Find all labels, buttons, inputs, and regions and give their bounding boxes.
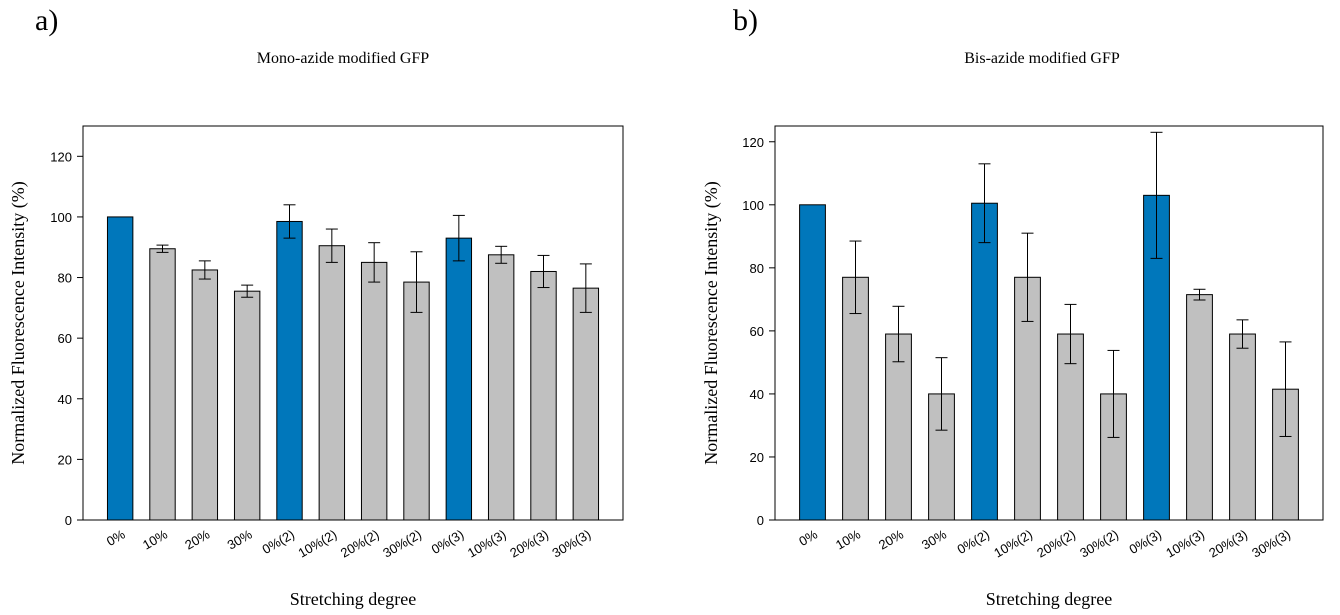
chart-title: Bis-azide modified GFP	[964, 50, 1120, 67]
x-tick-label: 10%	[140, 526, 170, 552]
x-tick-label: 20%(3)	[1206, 527, 1250, 561]
x-tick-label: 30%(2)	[1077, 527, 1121, 561]
x-tick-label: 30%(3)	[1249, 527, 1293, 561]
bar	[276, 220, 303, 521]
bar	[149, 248, 176, 521]
chart-title: Mono-azide modified GFP	[257, 50, 430, 67]
y-tick-label: 80	[750, 261, 764, 276]
bar	[885, 333, 912, 521]
bar	[1272, 388, 1299, 521]
bar	[530, 270, 557, 521]
bar	[572, 287, 600, 521]
x-tick-label: 20%(2)	[1034, 527, 1078, 561]
x-tick-label: 0%	[104, 526, 128, 549]
y-tick-label: 80	[58, 271, 72, 286]
x-axis-label: Stretching degree	[290, 589, 416, 609]
x-tick-label: 30%(3)	[550, 527, 594, 561]
y-tick-label: 40	[750, 387, 764, 402]
y-axis-label: Normalized Fluorescence Intensity (%)	[8, 181, 29, 464]
y-tick-label: 0	[65, 513, 72, 528]
x-tick-label: 30%(2)	[380, 527, 424, 561]
x-tick-label: 0%	[796, 526, 820, 549]
bar	[971, 202, 998, 521]
bar	[1186, 294, 1213, 521]
panel-letter: b)	[733, 4, 758, 37]
x-tick-label: 20%	[182, 526, 212, 552]
y-tick-label: 100	[50, 210, 72, 225]
plot-frame	[82, 125, 624, 521]
bar	[360, 261, 388, 521]
x-axis-label: Stretching degree	[986, 589, 1112, 609]
x-tick-label: 30%	[919, 526, 949, 552]
panel-letter: a)	[35, 4, 58, 37]
y-tick-label: 0	[757, 513, 764, 528]
x-tick-label: 30%	[225, 526, 255, 552]
y-tick-label: 20	[750, 450, 764, 465]
x-tick-label: 0%(2)	[954, 527, 992, 557]
y-tick-label: 100	[742, 198, 764, 213]
x-tick-label: 0%(2)	[259, 527, 297, 557]
x-tick-label: 20%	[876, 526, 906, 552]
bar	[106, 216, 134, 521]
x-tick-label: 20%(2)	[338, 527, 382, 561]
bar	[191, 269, 219, 521]
x-tick-label: 10%(3)	[1163, 527, 1207, 561]
bar	[1057, 333, 1084, 521]
y-tick-label: 40	[58, 392, 72, 407]
plot-frame	[774, 125, 1324, 521]
chart-panel-a: a) Mono-azide modified GFP 0 20 40 60 80 100 120…	[8, 4, 624, 609]
bar	[318, 245, 346, 521]
x-tick-label: 0%(3)	[429, 527, 467, 557]
x-tick-label: 10%(2)	[296, 527, 340, 561]
y-tick-label: 120	[50, 149, 72, 164]
y-tick-label: 20	[58, 452, 72, 467]
bar	[1229, 333, 1256, 521]
bar	[233, 290, 261, 521]
x-tick-label: 10%(3)	[465, 527, 509, 561]
y-axis-label: Normalized Fluorescence Intensity (%)	[701, 181, 722, 464]
y-tick-label: 120	[742, 135, 764, 150]
bar	[403, 281, 430, 521]
x-tick-label: 10%	[833, 526, 863, 552]
y-tick-label: 60	[58, 331, 72, 346]
bar	[842, 276, 869, 521]
x-tick-label: 20%(3)	[507, 527, 551, 561]
chart-panel-b: b) Bis-azide modified GFP 0 20 40 60 80 100 120 0…	[701, 4, 1324, 609]
bar	[487, 254, 515, 521]
bar	[445, 237, 473, 521]
x-tick-label: 0%(3)	[1126, 527, 1164, 557]
y-tick-label: 60	[750, 324, 764, 339]
bar	[799, 204, 826, 521]
x-tick-label: 10%(2)	[991, 527, 1035, 561]
